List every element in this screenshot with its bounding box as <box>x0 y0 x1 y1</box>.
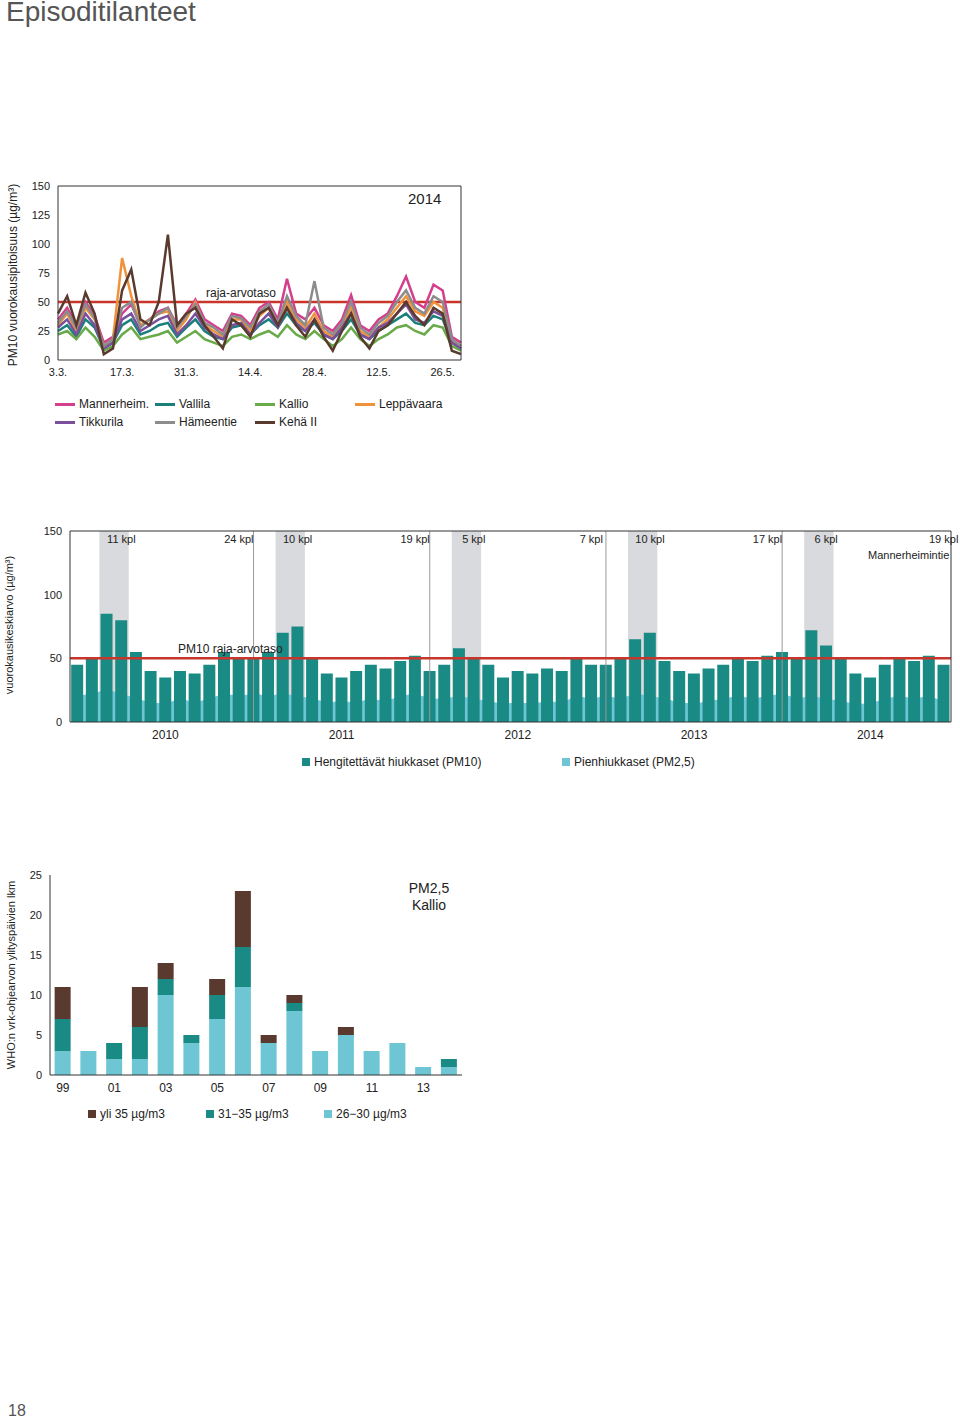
svg-text:5 kpl: 5 kpl <box>462 533 485 545</box>
html-text:yli 35 µg/m3: yli 35 µg/m3 <box>100 1107 165 1121</box>
svg-text:0: 0 <box>56 716 62 728</box>
svg-text:50: 50 <box>50 652 62 664</box>
svg-text:24 kpl: 24 kpl <box>224 533 253 545</box>
html-text:Kallio: Kallio <box>279 397 309 411</box>
svg-text:19 kpl: 19 kpl <box>400 533 429 545</box>
svg-text:10 kpl: 10 kpl <box>635 533 664 545</box>
svg-text:15: 15 <box>30 949 42 961</box>
svg-text:99: 99 <box>56 1081 70 1095</box>
svg-text:0: 0 <box>36 1069 42 1081</box>
svg-text:125: 125 <box>32 209 50 221</box>
svg-text:2012: 2012 <box>504 728 531 742</box>
svg-text:17.3.: 17.3. <box>110 366 134 378</box>
svg-text:26.5.: 26.5. <box>430 366 454 378</box>
svg-text:3.3.: 3.3. <box>49 366 67 378</box>
svg-text:7 kpl: 7 kpl <box>580 533 603 545</box>
svg-text:0: 0 <box>44 354 50 366</box>
svg-text:2014: 2014 <box>857 728 884 742</box>
svg-text:07: 07 <box>262 1081 276 1095</box>
svg-text:100: 100 <box>32 238 50 250</box>
svg-text:10: 10 <box>30 989 42 1001</box>
svg-text:5: 5 <box>36 1029 42 1041</box>
svg-text:09: 09 <box>314 1081 328 1095</box>
svg-text:100: 100 <box>44 589 62 601</box>
svg-text:25: 25 <box>30 869 42 881</box>
html-text:vuorokausikeskiarvo (µg/m³): vuorokausikeskiarvo (µg/m³) <box>3 555 15 695</box>
svg-text:13: 13 <box>417 1081 431 1095</box>
svg-text:2013: 2013 <box>681 728 708 742</box>
svg-text:25: 25 <box>38 325 50 337</box>
svg-text:12.5.: 12.5. <box>366 366 390 378</box>
svg-text:2010: 2010 <box>152 728 179 742</box>
svg-text:28.4.: 28.4. <box>302 366 326 378</box>
svg-text:75: 75 <box>38 267 50 279</box>
svg-text:14.4.: 14.4. <box>238 366 262 378</box>
html-text:18: 18 <box>8 1402 26 1419</box>
svg-text:19 kpl: 19 kpl <box>929 533 952 545</box>
svg-text:17 kpl: 17 kpl <box>753 533 782 545</box>
html-text:Pienhiukkaset (PM2,5): Pienhiukkaset (PM2,5) <box>574 755 695 769</box>
svg-text:PM10 raja-arvotaso: PM10 raja-arvotaso <box>178 642 283 656</box>
svg-text:50: 50 <box>38 296 50 308</box>
html-text:PM2,5 Kallio: PM2,5 Kallio <box>408 880 450 913</box>
html-text:31−35 µg/m3: 31−35 µg/m3 <box>218 1107 289 1121</box>
svg-text:6 kpl: 6 kpl <box>815 533 838 545</box>
html-text:Kehä II: Kehä II <box>279 415 317 429</box>
html-text:2014: 2014 <box>408 190 442 207</box>
svg-text:10 kpl: 10 kpl <box>283 533 312 545</box>
svg-text:03: 03 <box>159 1081 173 1095</box>
html-text:WHO:n vrk-ohjearvon ylityspäiv: WHO:n vrk-ohjearvon ylityspäivien lkm <box>5 880 17 1070</box>
svg-text:150: 150 <box>32 180 50 192</box>
svg-text:150: 150 <box>44 525 62 537</box>
svg-text:05: 05 <box>211 1081 225 1095</box>
svg-text:31.3.: 31.3. <box>174 366 198 378</box>
html-text:PM10 vuorokausipitoisuus (µg/m: PM10 vuorokausipitoisuus (µg/m³) <box>6 183 20 367</box>
html-text:Hämeentie: Hämeentie <box>179 415 237 429</box>
html-text:Mannerheimintie: Mannerheimintie <box>868 549 950 561</box>
svg-text:2011: 2011 <box>329 728 355 742</box>
html-text:26−30 µg/m3: 26−30 µg/m3 <box>336 1107 407 1121</box>
svg-text:11 kpl: 11 kpl <box>107 533 136 545</box>
svg-text:11: 11 <box>366 1081 379 1095</box>
svg-text:raja-arvotaso: raja-arvotaso <box>206 286 276 300</box>
html-text:Mannerheim.: Mannerheim. <box>79 397 149 411</box>
html-text:Hengitettävät hiukkaset (PM10): Hengitettävät hiukkaset (PM10) <box>314 755 482 769</box>
html-text:Tikkurila: Tikkurila <box>79 415 124 429</box>
html-text:Vallila: Vallila <box>179 397 211 411</box>
svg-text:01: 01 <box>108 1081 122 1095</box>
svg-text:20: 20 <box>30 909 42 921</box>
html-text:Leppävaara: Leppävaara <box>379 397 443 411</box>
